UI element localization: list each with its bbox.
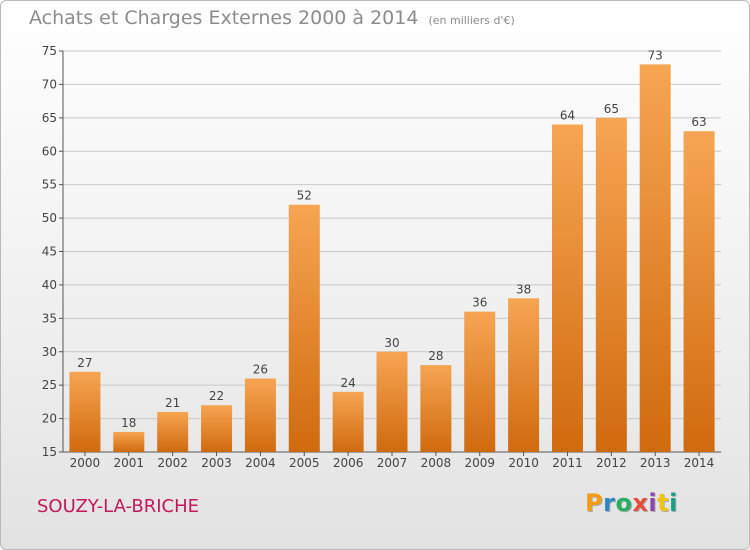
logo-letter: i [669,489,678,517]
y-tick-label: 70 [42,77,57,91]
y-tick-label: 25 [42,378,57,392]
data-label-2007: 30 [384,336,399,350]
x-tick-label-2005: 2005 [289,456,320,470]
bar-2001 [113,431,145,452]
bar-2006 [332,391,364,452]
unit-note: (en milliers d'€) [428,14,515,27]
y-tick-label: 55 [42,178,57,192]
bar-2014 [683,131,715,452]
data-label-2014: 63 [691,115,706,129]
chart-title: Achats et Charges Externes 2000 à 2014 (e… [29,7,515,29]
x-tick-label-2001: 2001 [114,456,145,470]
bar-2004 [244,378,276,452]
logo-letter: t [657,489,670,517]
x-tick-label-2011: 2011 [552,456,583,470]
logo-letter: P [585,489,604,517]
y-tick-label: 75 [42,44,57,58]
bar-2007 [376,351,408,452]
data-label-2008: 28 [428,349,443,363]
x-tick-label-2000: 2000 [70,456,101,470]
x-tick-label-2012: 2012 [596,456,627,470]
x-tick-label-2003: 2003 [201,456,232,470]
y-tick-label: 15 [42,445,57,459]
bar-2008 [420,365,452,452]
y-tick-label: 50 [42,211,57,225]
data-label-2002: 21 [165,396,180,410]
bar-2009 [464,311,496,452]
y-tick-label: 30 [42,345,57,359]
x-tick-label-2006: 2006 [333,456,364,470]
x-tick-label-2014: 2014 [684,456,715,470]
data-label-2010: 38 [516,282,531,296]
x-tick-label-2007: 2007 [377,456,408,470]
y-tick-label: 35 [42,311,57,325]
data-label-2000: 27 [77,356,92,370]
x-tick-label-2009: 2009 [464,456,495,470]
x-tick-label-2013: 2013 [640,456,671,470]
data-label-2006: 24 [340,376,355,390]
x-tick-label-2004: 2004 [245,456,276,470]
data-label-2009: 36 [472,296,487,310]
logo-letter: o [615,489,633,517]
data-label-2003: 22 [209,389,224,403]
chart-title-text: Achats et Charges Externes 2000 à 2014 [29,7,419,29]
y-tick-label: 45 [42,245,57,259]
bar-2013 [639,64,671,452]
y-tick-label: 60 [42,144,57,158]
bar-2012 [595,117,627,452]
bar-2005 [288,204,320,452]
bar-2003 [201,405,233,452]
y-tick-label: 20 [42,412,57,426]
proxiti-logo: Proxiti [585,489,678,517]
x-tick-label-2008: 2008 [421,456,452,470]
data-label-2012: 65 [604,102,619,116]
x-tick-label-2010: 2010 [508,456,539,470]
bar-2010 [508,298,540,452]
commune-name: SOUZY-LA-BRICHE [37,496,199,517]
bar-2002 [157,411,189,452]
bar-2000 [69,371,101,452]
data-label-2011: 64 [560,109,575,123]
bar-2011 [551,124,583,453]
y-tick-label: 40 [42,278,57,292]
data-label-2004: 26 [253,362,268,376]
data-label-2005: 52 [297,189,312,203]
x-tick-label-2002: 2002 [157,456,188,470]
logo-letter: x [632,489,649,517]
data-label-2013: 73 [648,48,663,62]
logo-letter: r [603,489,616,517]
logo-letter: i [648,489,658,517]
y-tick-label: 65 [42,111,57,125]
data-label-2001: 18 [121,416,136,430]
